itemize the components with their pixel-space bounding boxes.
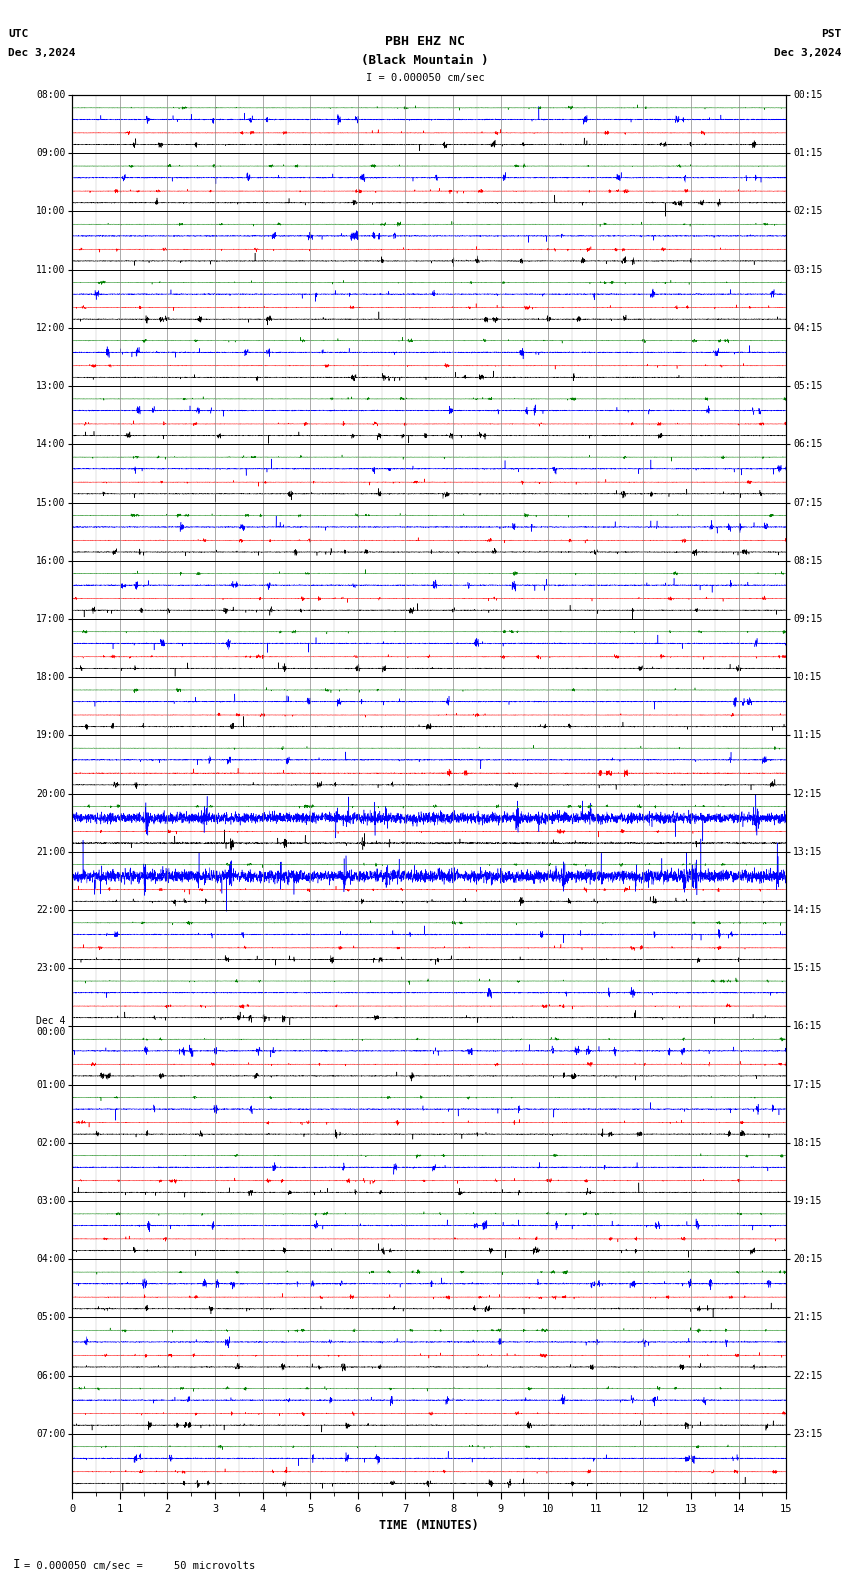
Text: UTC: UTC <box>8 29 29 38</box>
Text: = 0.000050 cm/sec =     50 microvolts: = 0.000050 cm/sec = 50 microvolts <box>24 1562 255 1571</box>
Text: I: I <box>13 1559 20 1571</box>
X-axis label: TIME (MINUTES): TIME (MINUTES) <box>379 1519 479 1532</box>
Text: PBH EHZ NC: PBH EHZ NC <box>385 35 465 48</box>
Text: (Black Mountain ): (Black Mountain ) <box>361 54 489 67</box>
Text: PST: PST <box>821 29 842 38</box>
Text: I = 0.000050 cm/sec: I = 0.000050 cm/sec <box>366 73 484 82</box>
Text: Dec 3,2024: Dec 3,2024 <box>8 48 76 57</box>
Text: Dec 3,2024: Dec 3,2024 <box>774 48 842 57</box>
